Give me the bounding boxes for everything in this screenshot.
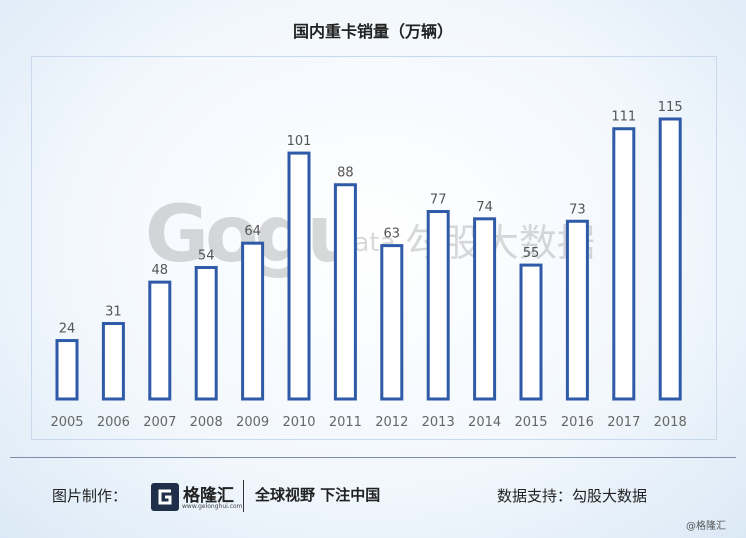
x-tick-2012: 2012 (375, 415, 408, 430)
footer-divider (10, 457, 736, 458)
x-tick-2017: 2017 (607, 415, 640, 430)
x-tick-2016: 2016 (561, 415, 594, 430)
bar-2017 (612, 127, 636, 401)
credit-text: @格隆汇 (686, 521, 726, 532)
x-tick-2005: 2005 (50, 415, 83, 430)
bar-2008 (194, 266, 218, 401)
x-tick-2013: 2013 (422, 415, 455, 430)
data-label-2009: 64 (244, 224, 261, 239)
g-logo-icon (151, 483, 179, 511)
bar-2015 (519, 263, 543, 401)
brand-name: 格隆汇 (183, 486, 234, 506)
x-tick-2009: 2009 (236, 415, 269, 430)
x-tick-2015: 2015 (514, 415, 547, 430)
bar-2010 (287, 151, 311, 401)
bar-2006 (101, 322, 125, 401)
data-label-2018: 115 (658, 100, 683, 115)
x-tick-2014: 2014 (468, 415, 501, 430)
plot-frame (31, 56, 717, 440)
bar-2014 (473, 217, 497, 401)
data-label-2010: 101 (287, 134, 312, 149)
data-label-2013: 77 (430, 193, 447, 208)
bar-2012 (380, 244, 404, 401)
x-tick-2007: 2007 (143, 415, 176, 430)
bar-2009 (241, 241, 265, 401)
bar-2016 (565, 219, 589, 401)
data-label-2005: 24 (59, 322, 76, 337)
x-tick-2011: 2011 (329, 415, 362, 430)
data-label-2011: 88 (337, 166, 354, 181)
x-tick-2006: 2006 (97, 415, 130, 430)
bar-2018 (658, 117, 682, 401)
data-label-2012: 63 (384, 227, 401, 242)
brand-url: www.gelonghui.com (182, 503, 243, 510)
data-label-2014: 74 (476, 200, 493, 215)
bar-2007 (148, 280, 172, 401)
data-label-2016: 73 (569, 202, 586, 217)
brand-slogan: 全球视野 下注中国 (255, 486, 381, 504)
data-label-2008: 54 (198, 249, 215, 264)
bar-2013 (426, 210, 450, 401)
data-label-2015: 55 (523, 246, 540, 261)
footer-made-by-label: 图片制作： (52, 487, 128, 505)
x-tick-2010: 2010 (282, 415, 315, 430)
bar-2011 (333, 183, 357, 401)
data-label-2007: 48 (152, 263, 169, 278)
data-source-label: 数据支持：勾股大数据 (497, 487, 648, 505)
x-tick-2018: 2018 (654, 415, 687, 430)
bar-chart: 24 2005 31 2006 48 2007 54 2008 64 2009 101 2010 88 2… (50, 100, 687, 430)
x-tick-2008: 2008 (190, 415, 223, 430)
chart-title: 国内重卡销量（万辆） (292, 22, 453, 41)
bar-2005 (55, 339, 79, 401)
brand-separator (243, 480, 244, 512)
data-label-2006: 31 (105, 305, 122, 320)
data-label-2017: 111 (611, 110, 636, 125)
